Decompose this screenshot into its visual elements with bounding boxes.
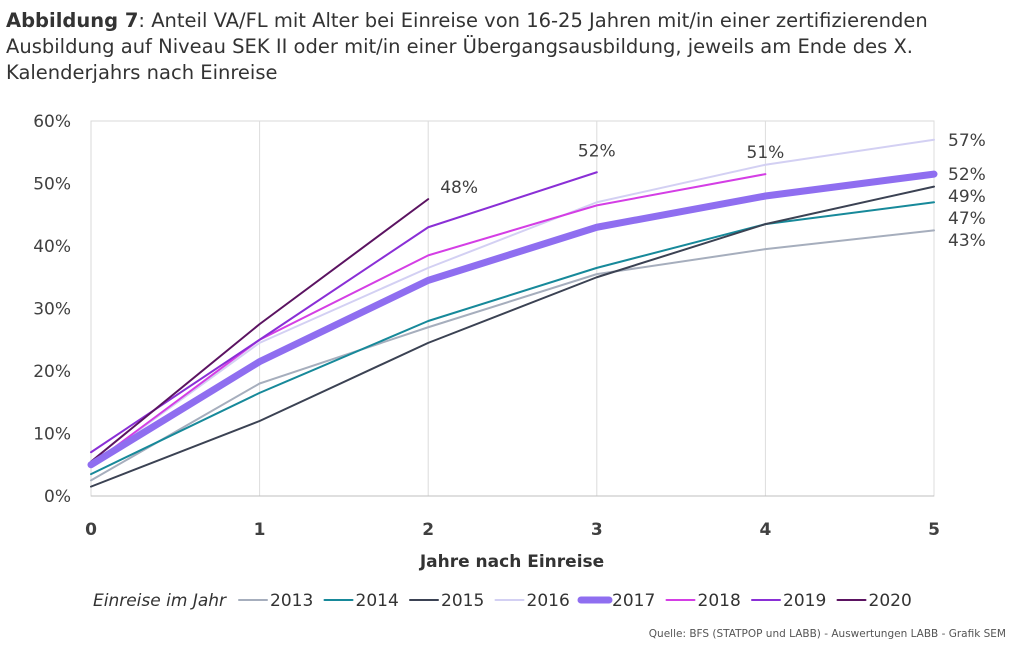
y-tick-label: 10% xyxy=(33,425,71,445)
plot-area xyxy=(90,120,935,497)
x-tick-label: 1 xyxy=(254,520,266,540)
end-label-2013: 43% xyxy=(948,231,986,251)
series-line-2014 xyxy=(90,201,935,476)
series-line-2020 xyxy=(90,198,430,463)
series-line-2013 xyxy=(90,229,935,482)
series-line-2016 xyxy=(90,138,935,466)
y-tick-label: 0% xyxy=(44,487,71,507)
y-tick-label: 30% xyxy=(33,300,71,320)
chart-title: Abbildung 7: Anteil VA/FL mit Alter bei … xyxy=(6,8,1006,86)
end-label-2016: 57% xyxy=(948,131,986,151)
legend-item-2018: 2018 xyxy=(698,591,741,611)
series-line-2017 xyxy=(87,170,938,469)
end-label-2015: 49% xyxy=(948,187,986,207)
x-tick-label: 3 xyxy=(591,520,603,540)
x-axis: 0 1 2 3 4 5 xyxy=(85,520,940,540)
legend-item-2020: 2020 xyxy=(869,591,912,611)
series-lines xyxy=(87,138,938,488)
x-tick-label: 5 xyxy=(928,520,940,540)
y-tick-label: 40% xyxy=(33,237,71,257)
x-tick-label: 0 xyxy=(85,520,97,540)
end-label-2018: 51% xyxy=(747,143,785,163)
legend-item-2013: 2013 xyxy=(270,591,313,611)
series-line-2015 xyxy=(90,185,935,488)
x-tick-label: 4 xyxy=(759,520,771,540)
series-line-2018 xyxy=(90,173,767,466)
legend-title: Einreise im Jahr xyxy=(93,591,227,611)
legend: Einreise im Jahr 2013 2014 2015 2016 2017 2018… xyxy=(93,591,912,611)
title-text: : Anteil VA/FL mit Alter bei Einreise vo… xyxy=(6,9,928,84)
y-tick-label: 50% xyxy=(33,175,71,195)
x-tick-label: 2 xyxy=(422,520,434,540)
end-label-2020: 48% xyxy=(440,178,478,198)
end-label-2017: 52% xyxy=(948,165,986,185)
x-axis-label: Jahre nach Einreise xyxy=(419,552,604,572)
figure-label: Abbildung 7 xyxy=(6,9,139,32)
legend-item-2014: 2014 xyxy=(356,591,399,611)
source-note: Quelle: BFS (STATPOP und LABB) - Auswert… xyxy=(648,628,1006,640)
y-tick-label: 20% xyxy=(33,362,71,382)
legend-item-2017: 2017 xyxy=(612,591,655,611)
legend-item-2015: 2015 xyxy=(441,591,484,611)
series-line-2019 xyxy=(90,171,598,454)
end-label-2014: 47% xyxy=(948,209,986,229)
end-labels: 57%52%49%47%43%51%52%48% xyxy=(440,131,986,251)
legend-item-2019: 2019 xyxy=(783,591,826,611)
end-label-2019: 52% xyxy=(578,141,616,161)
gridlines xyxy=(91,121,935,497)
y-axis: 0% 10% 20% 30% 40% 50% 60% xyxy=(33,112,71,507)
legend-item-2016: 2016 xyxy=(527,591,570,611)
y-tick-label: 60% xyxy=(33,112,71,132)
